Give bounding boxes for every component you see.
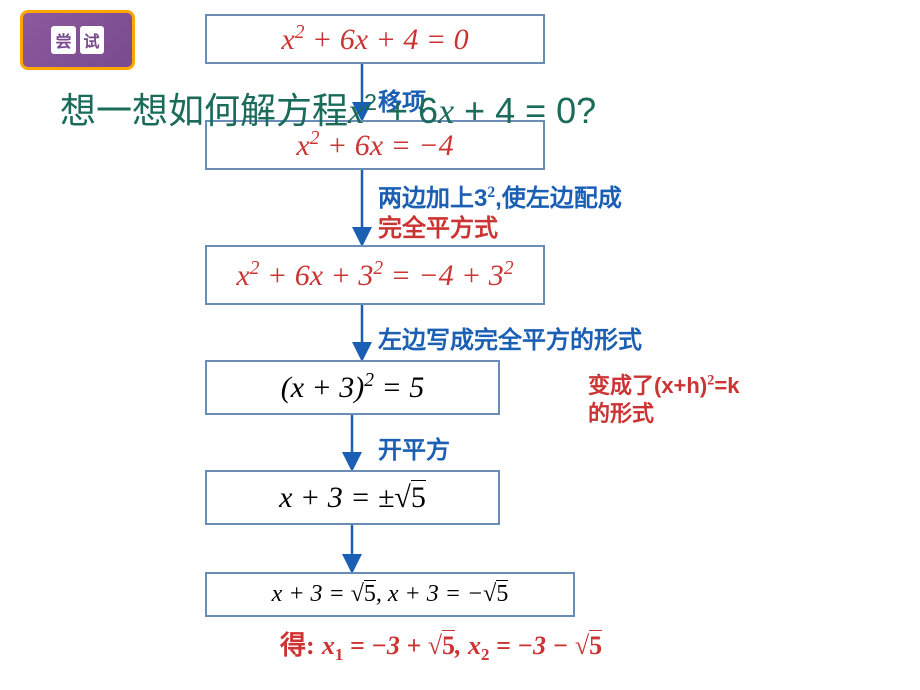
result-equation: x1 = −3 + √5, x2 = −3 − √5 bbox=[322, 631, 602, 660]
annotation-square-root: 开平方 bbox=[378, 430, 450, 465]
result-line: 得: x1 = −3 + √5, x2 = −3 − √5 bbox=[280, 625, 602, 665]
result-prefix: 得: bbox=[280, 631, 315, 660]
equation-box-1: x2 + 6x + 4 = 0 bbox=[205, 14, 545, 64]
equation-6: x + 3 = √5, x + 3 = −√5 bbox=[272, 581, 509, 608]
equation-box-6: x + 3 = √5, x + 3 = −√5 bbox=[205, 572, 575, 617]
arrow-5 bbox=[340, 523, 364, 574]
annotation-perfect-square: 完全平方式 bbox=[378, 208, 498, 243]
title-equation: x bbox=[348, 91, 364, 131]
arrow-2 bbox=[350, 168, 374, 247]
equation-5: x + 3 = ±√5 bbox=[279, 481, 426, 515]
logo-text: 尝试 bbox=[51, 26, 103, 54]
annotation-became-form-2: 的形式 bbox=[588, 396, 654, 428]
equation-box-4: (x + 3)2 = 5 bbox=[205, 360, 500, 415]
equation-box-3: x2 + 6x + 32 = −4 + 32 bbox=[205, 245, 545, 305]
equation-3: x2 + 6x + 32 = −4 + 32 bbox=[236, 258, 513, 293]
equation-box-5: x + 3 = ±√5 bbox=[205, 470, 500, 525]
annotation-write-square-form: 左边写成完全平方的形式 bbox=[378, 320, 642, 355]
logo-badge: 尝试 bbox=[20, 10, 135, 70]
title-prefix: 想一想如何解方程 bbox=[60, 90, 348, 131]
arrow-3 bbox=[350, 303, 374, 362]
arrow-4 bbox=[340, 413, 364, 472]
equation-4: (x + 3)2 = 5 bbox=[281, 370, 425, 405]
page-title: 想一想如何解方程x2 + 6x + 4 = 0? bbox=[60, 82, 596, 134]
equation-1: x2 + 6x + 4 = 0 bbox=[281, 22, 468, 57]
